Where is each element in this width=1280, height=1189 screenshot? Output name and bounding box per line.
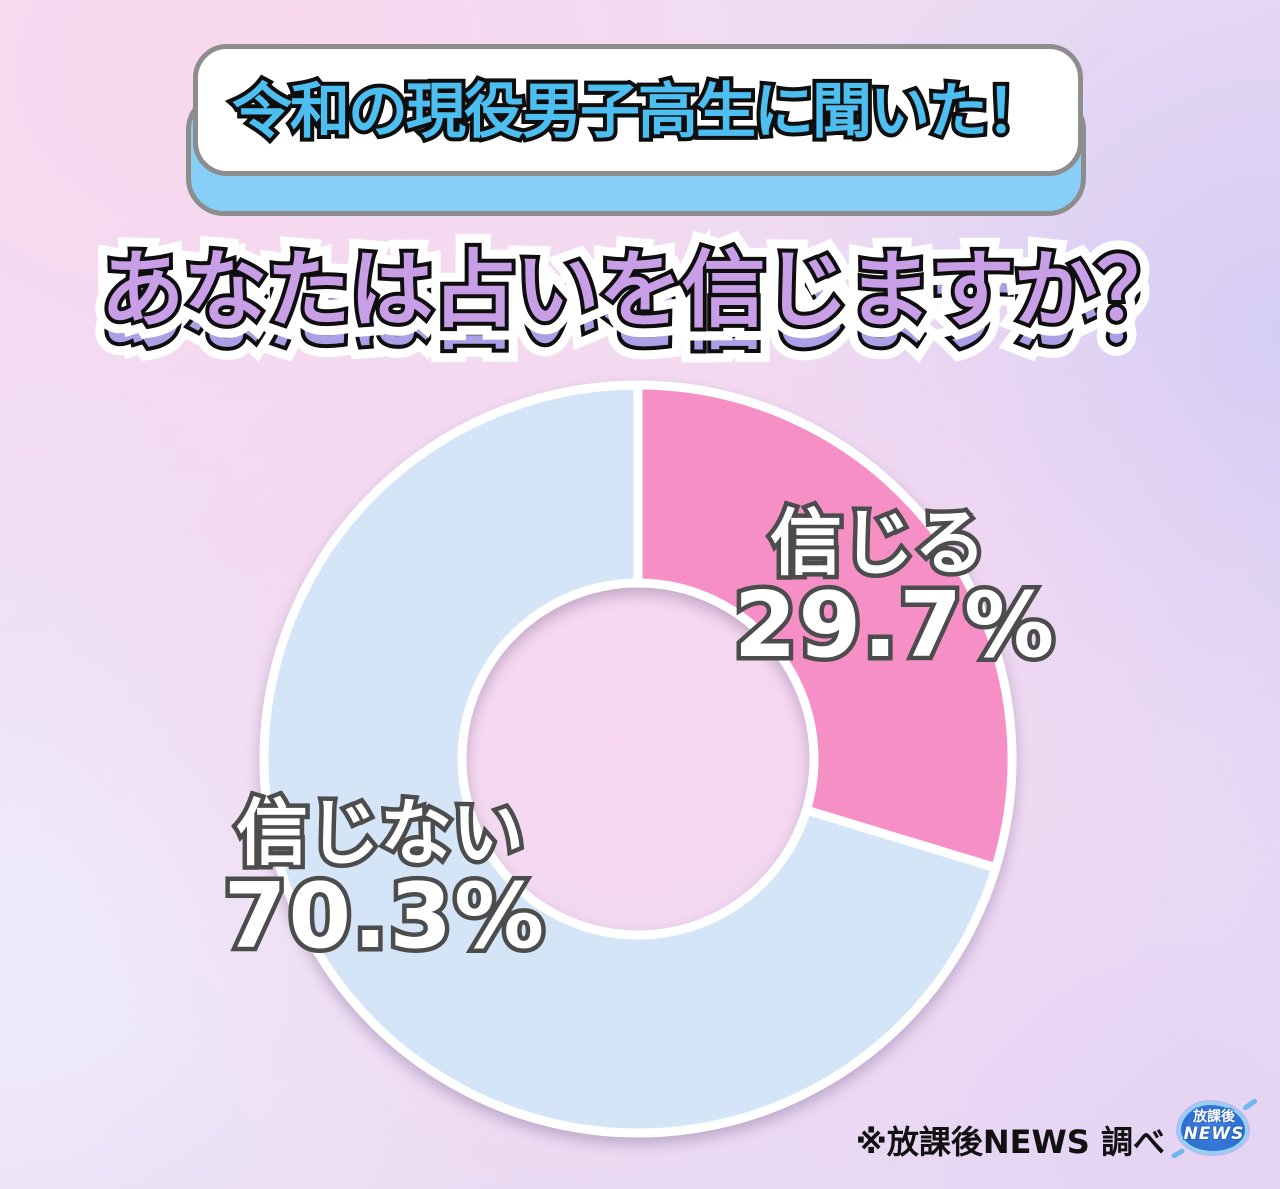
houkago-news-logo: 放課後 NEWS (1170, 1096, 1258, 1160)
slice-percent-not-believe: 70.3% (224, 872, 546, 963)
header-badge-text: 令和の現役男子高生に聞いた！ (232, 82, 1046, 142)
slice-label-believe: 信じる (770, 507, 986, 579)
logo-text-bottom: NEWS (1183, 1124, 1245, 1144)
logo-text-top: 放課後 (1193, 1109, 1235, 1125)
logo-splash-icon (1170, 1147, 1186, 1160)
logo-blob-icon (1178, 1102, 1248, 1154)
donut-chart (259, 380, 1017, 1138)
slice-label-not-believe: 信じない (236, 797, 524, 869)
question-title: あなたは占いを信じますか？ (100, 248, 1180, 332)
survey-credit-text: ※放課後NEWS 調べ (855, 1123, 1165, 1161)
slice-percent-believe: 29.7% (734, 581, 1056, 672)
